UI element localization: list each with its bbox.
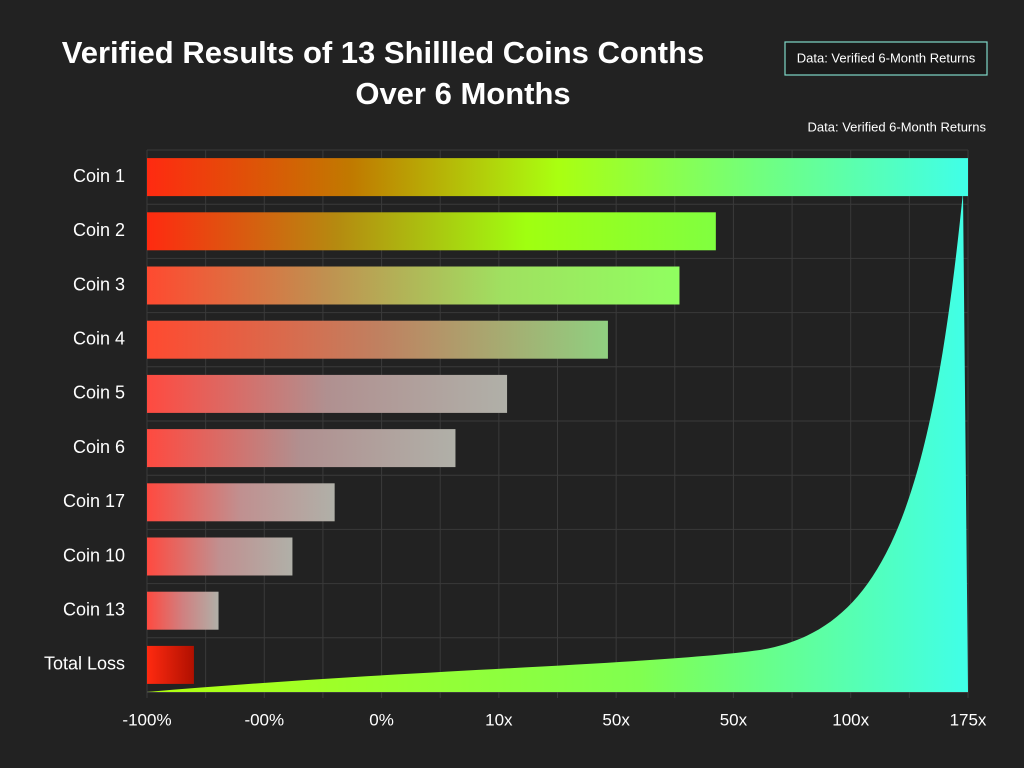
x-tick-label: 100x	[832, 710, 869, 729]
y-tick-label: Total Loss	[44, 654, 125, 674]
y-tick-label: Coin 1	[73, 166, 125, 186]
y-tick-label: Coin 3	[73, 274, 125, 294]
bar	[147, 483, 335, 522]
x-tick-label: 0%	[369, 710, 394, 729]
bar	[147, 212, 716, 251]
y-tick-label: Coin 10	[63, 545, 125, 565]
bar	[147, 374, 508, 413]
y-tick-label: Coin 4	[73, 328, 125, 348]
chart-title: Verified Results of 13 Shillled Coins Co…	[62, 35, 705, 70]
source-note: Data: Verified 6-Month Returns	[808, 119, 987, 134]
legend-box	[784, 41, 988, 76]
x-tick-label: -00%	[244, 710, 284, 729]
x-tick-label: 50x	[720, 710, 748, 729]
y-tick-label: Coin 5	[73, 383, 125, 403]
y-tick-label: Coin 2	[73, 220, 125, 240]
bar	[147, 320, 608, 359]
chart-title: Over 6 Months	[355, 76, 570, 111]
y-tick-label: Coin 13	[63, 599, 125, 619]
bar	[147, 158, 968, 197]
bar	[147, 537, 293, 576]
y-tick-label: Coin 17	[63, 491, 125, 511]
bar	[147, 591, 219, 630]
y-tick-label: Coin 6	[73, 437, 125, 457]
decorative-curve	[147, 192, 968, 692]
x-tick-label: 10x	[485, 710, 513, 729]
x-tick-label: 175x	[950, 710, 987, 729]
legend-text: Data: Verified 6-Month Returns	[797, 50, 976, 65]
x-tick-label: -100%	[122, 710, 171, 729]
bar	[147, 429, 456, 468]
bar	[147, 645, 194, 684]
bar	[147, 266, 680, 305]
x-tick-label: 50x	[602, 710, 630, 729]
